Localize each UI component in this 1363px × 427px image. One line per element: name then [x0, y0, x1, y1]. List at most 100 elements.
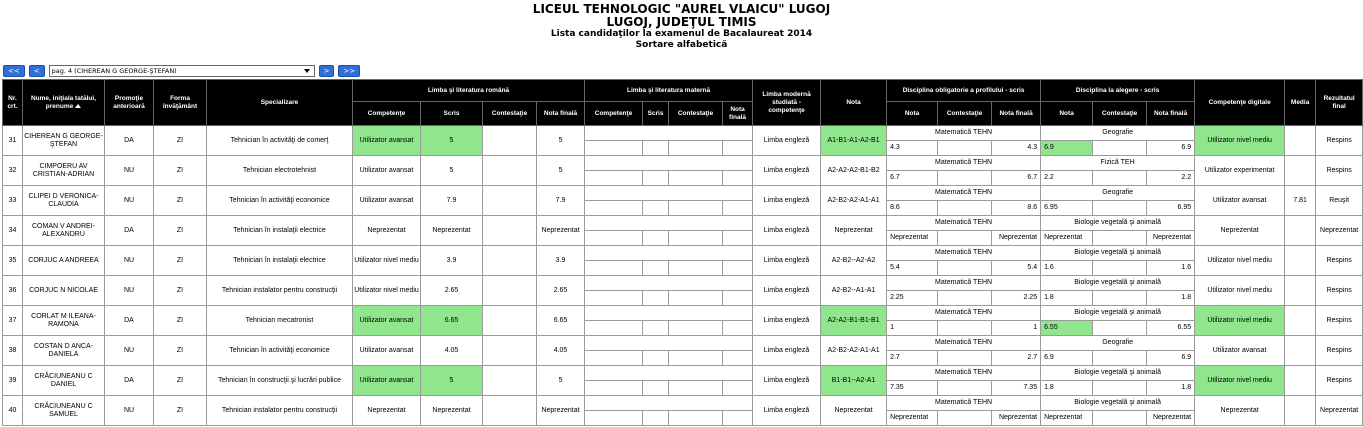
- cell: [937, 140, 993, 156]
- page-select[interactable]: pag. 4 (CIHEREAN G GEORGE-ŞTEFAN): [48, 65, 315, 77]
- cell: 6.55: [1040, 320, 1094, 336]
- cell: ZI: [153, 185, 207, 216]
- cell: [482, 305, 537, 336]
- cell: [1284, 215, 1317, 246]
- table-row: 7.35 7.35 1.8 1.8: [3, 380, 1363, 396]
- cell: [668, 200, 724, 216]
- cell: Utilizator avansat: [352, 185, 421, 216]
- sort-label: Sortare alfabetică: [635, 40, 728, 50]
- cell: [584, 380, 644, 396]
- cell: [584, 395, 754, 411]
- cell: Utilizator experimentat: [1194, 155, 1286, 186]
- cell: Neprezentat: [1315, 395, 1363, 426]
- table-row: 35 CORJUC A ANDREEA NU ZI Tehnician în insta…: [2, 245, 1363, 276]
- cell: Matematică TEHN: [886, 335, 1042, 351]
- cell: [668, 140, 724, 156]
- cell: Tehnician în activităţi economice: [206, 335, 353, 366]
- cell: 5: [535, 125, 586, 156]
- cell: 31: [2, 125, 23, 156]
- cell: 8.6: [886, 200, 939, 216]
- list-title: Lista candidaţilor la examenul de Bacala…: [550, 29, 813, 39]
- cell: [584, 155, 754, 171]
- cell: 7.35: [991, 380, 1042, 396]
- header-cell: Limba modernă studiată - competenţe: [752, 79, 822, 126]
- cell: [584, 260, 644, 276]
- cell: 5.4: [991, 260, 1042, 276]
- cell: [1284, 125, 1317, 156]
- cell: DA: [104, 305, 154, 336]
- cell: Utilizator avansat: [352, 305, 421, 336]
- cell: [937, 410, 993, 426]
- cell: [1284, 395, 1317, 426]
- cell: [668, 260, 724, 276]
- header-cell[interactable]: Nume, iniţiala tatălui, prenume: [22, 79, 105, 126]
- cell: [482, 395, 537, 426]
- cell: 1.8: [1146, 380, 1196, 396]
- header-cell: Contestaţie: [668, 101, 724, 126]
- cell: [1092, 410, 1148, 426]
- cell: [1092, 380, 1148, 396]
- cell: DA: [104, 125, 154, 156]
- cell: Neprezentat: [820, 215, 888, 246]
- cell: [1284, 365, 1317, 396]
- cell: Neprezentat: [991, 410, 1042, 426]
- cell: [668, 230, 724, 246]
- cell: Neprezentat: [820, 395, 888, 426]
- cell: ZI: [153, 275, 207, 306]
- cell: B1-B1--A2-A1: [820, 365, 888, 396]
- cell: DA: [104, 365, 154, 396]
- cell: [584, 320, 644, 336]
- cell: Utilizator nivel mediu: [352, 275, 421, 306]
- cell: [1092, 260, 1148, 276]
- page-label: pag. 4 (CIHEREAN G GEORGE-ŞTEFAN): [51, 67, 177, 75]
- title: LICEUL TEHNOLOGIC "AUREL VLAICU" LUGOJ: [532, 2, 831, 16]
- cell: [482, 275, 537, 306]
- cell: Neprezentat: [1040, 410, 1094, 426]
- cell: Neprezentat: [1040, 230, 1094, 246]
- cell: NU: [104, 185, 154, 216]
- table-row: 34 COMAN V ANDREI-ALEXANDRU DA ZI Tehnician …: [2, 215, 1363, 246]
- cell: [1284, 275, 1317, 306]
- header-cell: Contestaţie: [482, 101, 537, 126]
- last-button[interactable]: >>: [338, 65, 361, 77]
- table-row: 40 CRĂCIUNEANU C SAMUEL NU ZI Tehnician inst…: [2, 395, 1363, 426]
- cell: [584, 290, 644, 306]
- cell: Geografie: [1040, 185, 1196, 201]
- cell: 2.2: [1040, 170, 1094, 186]
- cell: [668, 410, 724, 426]
- cell: Utilizator avansat: [352, 155, 421, 186]
- header-cell: Nota finală: [722, 101, 754, 126]
- cell: Neprezentat: [352, 215, 421, 246]
- cell: 1.6: [1146, 260, 1196, 276]
- cell: 6.7: [886, 170, 939, 186]
- cell: COMAN V ANDREI-ALEXANDRU: [22, 215, 105, 246]
- cell: Utilizator nivel mediu: [1194, 365, 1286, 396]
- table-row: 38 COSTAN D ANCA-DANIELA NU ZI Tehnician în …: [2, 335, 1363, 366]
- prev-button[interactable]: <: [28, 65, 45, 77]
- cell: 40: [2, 395, 23, 426]
- cell: Reuşit: [1315, 185, 1363, 216]
- cell: CIHEREAN G GEORGE-ŞTEFAN: [22, 125, 105, 156]
- cell: Matematică TEHN: [886, 215, 1042, 231]
- cell: CRĂCIUNEANU C DANIEL: [22, 365, 105, 396]
- cell: [482, 185, 537, 216]
- cell: Limba engleză: [752, 305, 822, 336]
- next-button[interactable]: >: [318, 65, 335, 77]
- cell: [1092, 140, 1148, 156]
- cell: [584, 350, 644, 366]
- cell: Respins: [1315, 275, 1363, 306]
- cell: A2-B2-A2-A1-A1: [820, 335, 888, 366]
- cell: 1: [886, 320, 939, 336]
- cell: [937, 260, 993, 276]
- cell: NU: [104, 275, 154, 306]
- cell: [584, 215, 754, 231]
- cell: 38: [2, 335, 23, 366]
- cell: [642, 230, 670, 246]
- cell: Neprezentat: [535, 215, 586, 246]
- cell: [668, 320, 724, 336]
- cell: Neprezentat: [420, 395, 483, 426]
- cell: ZI: [153, 155, 207, 186]
- cell: Tehnician în construcţii şi lucrări publ…: [206, 365, 353, 396]
- first-button[interactable]: <<: [3, 65, 25, 77]
- cell: [482, 365, 537, 396]
